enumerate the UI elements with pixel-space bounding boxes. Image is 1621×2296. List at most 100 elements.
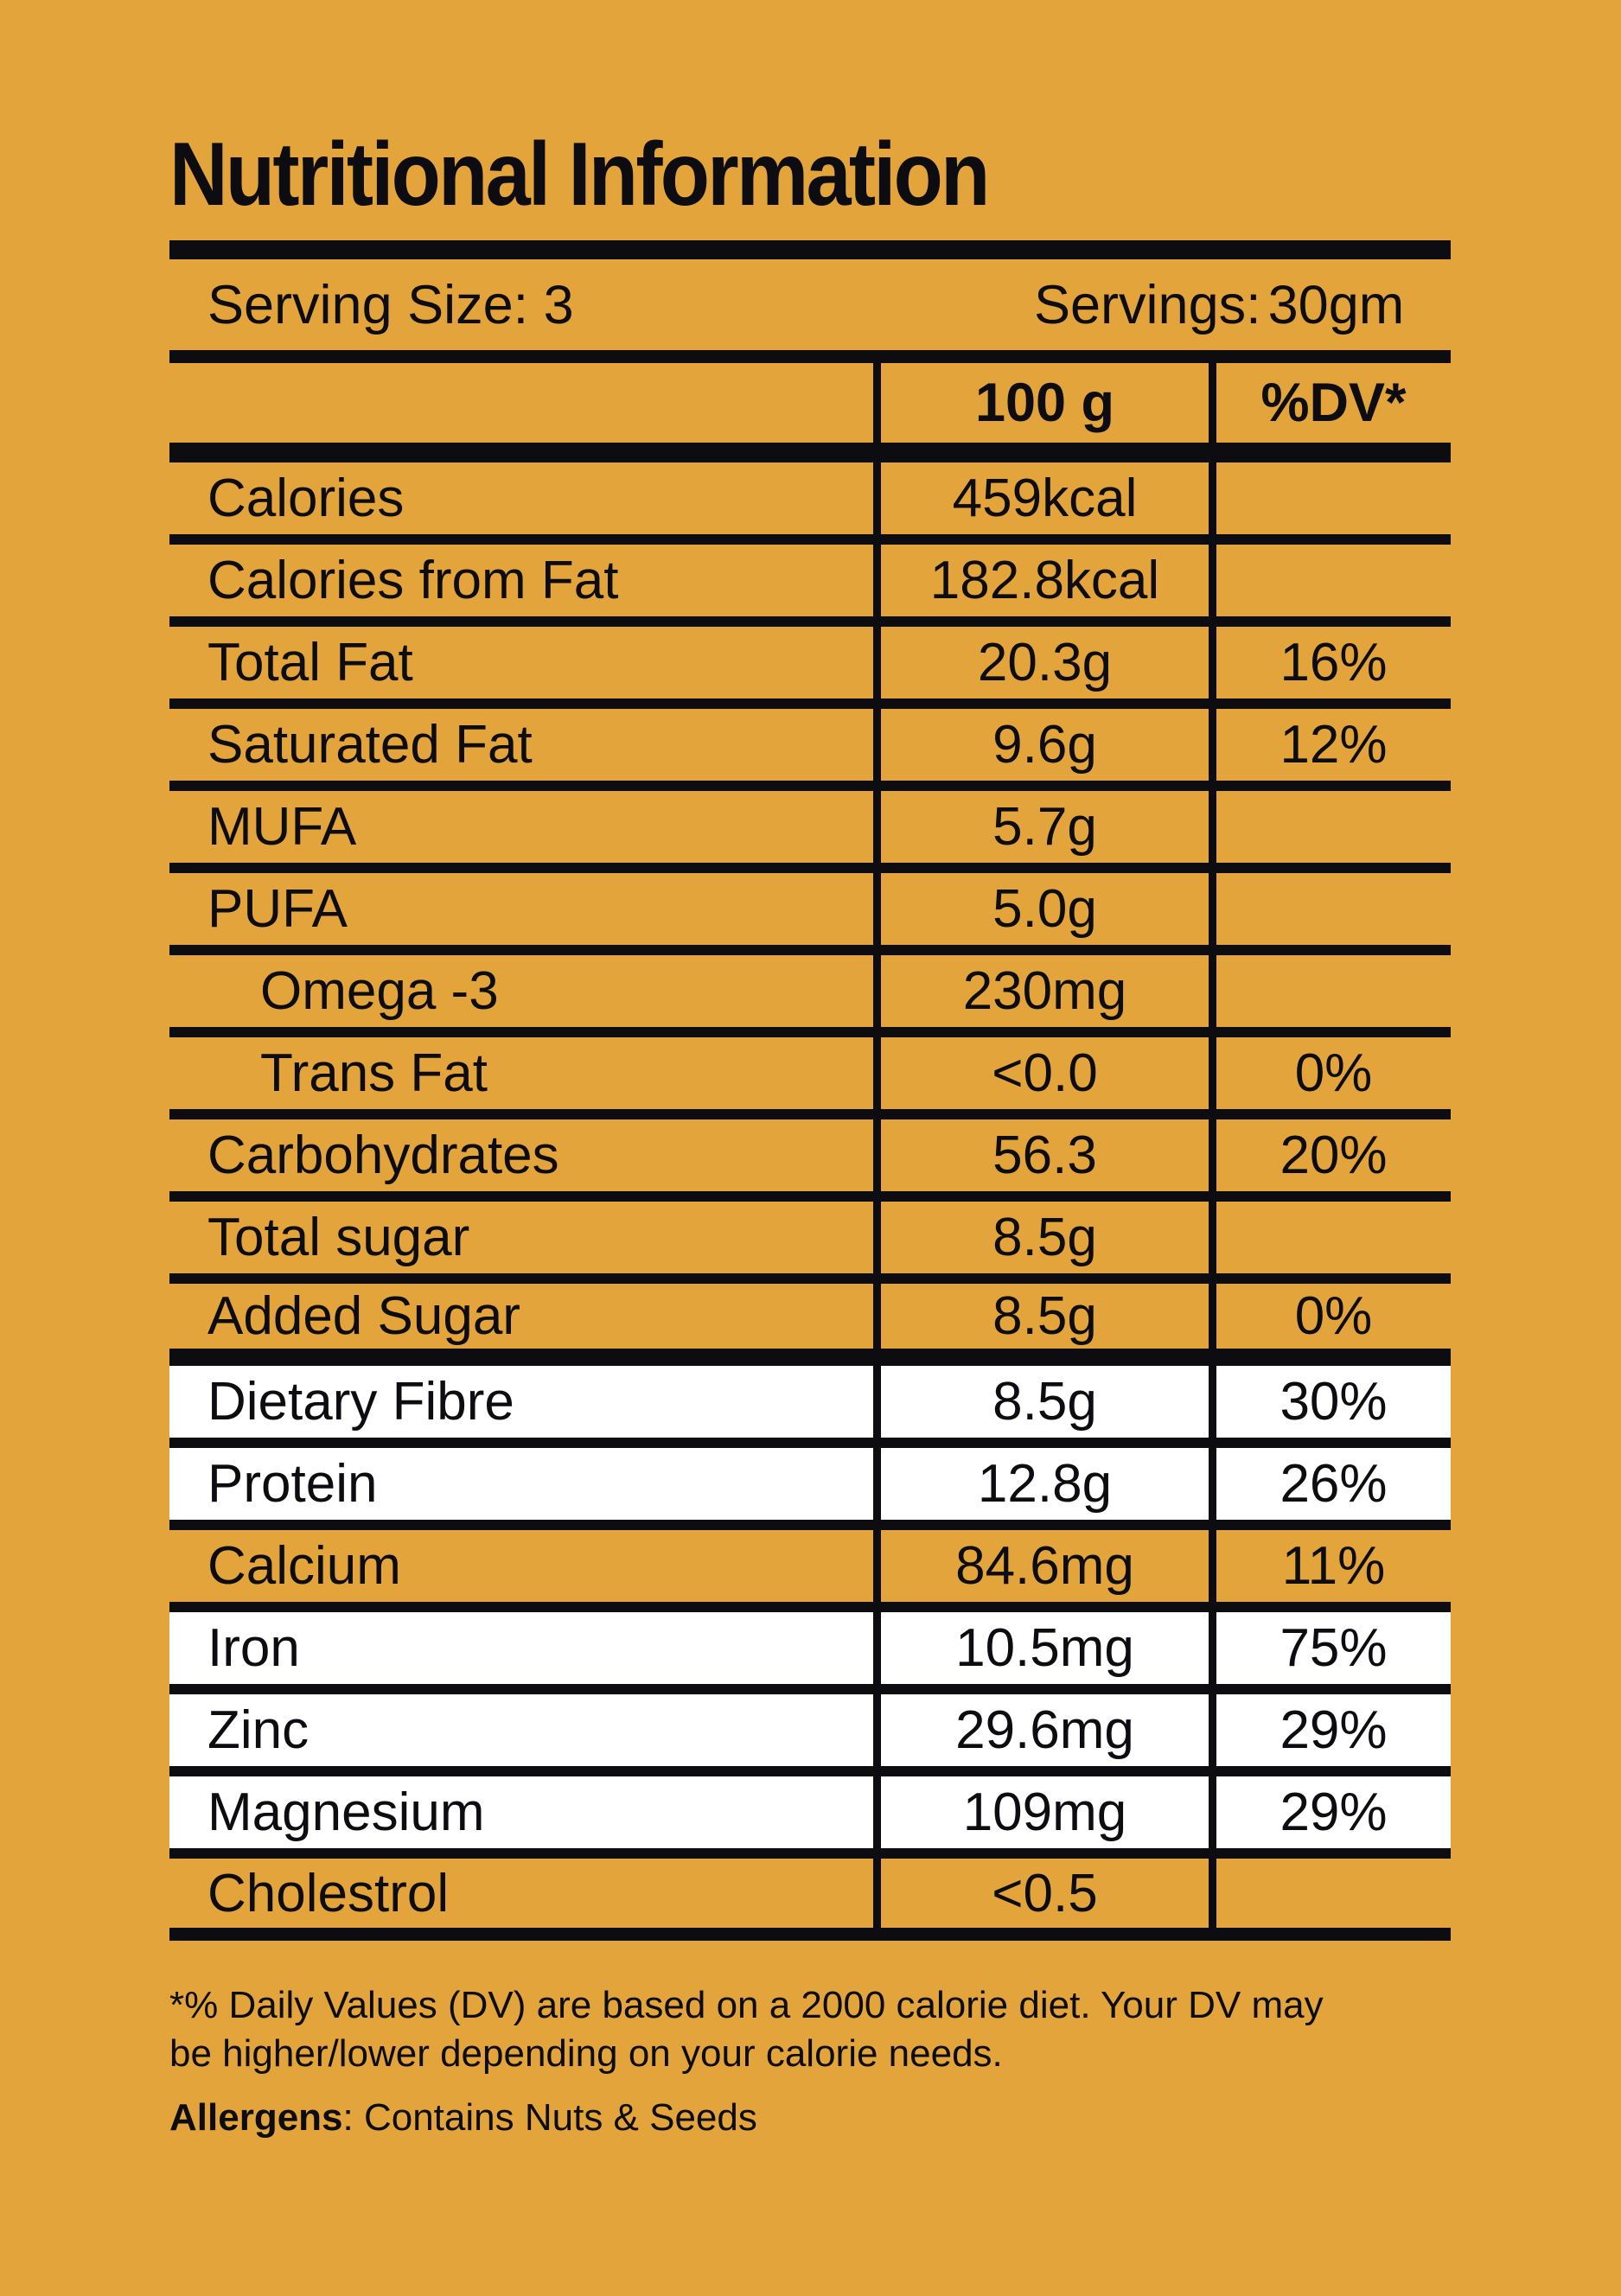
row-amount: 20.3g <box>977 633 1113 692</box>
row-label-cell: Total sugar <box>169 1202 873 1273</box>
row-dv-cell: 30% <box>1209 1366 1451 1438</box>
row-amount-cell: 12.8g <box>873 1448 1209 1520</box>
row-dv-cell <box>1209 462 1451 534</box>
servings-label: Servings: <box>1034 274 1261 335</box>
row-amount-cell: 84.6mg <box>873 1530 1209 1602</box>
header-amount-cell: 100 g <box>873 363 1209 443</box>
row-dv-cell <box>1209 873 1451 945</box>
nutrient-row: Zinc 29.6mg 29% <box>169 1694 1451 1776</box>
servings-text: Servings: 30gm <box>1034 259 1404 350</box>
row-label: Calories from Fat <box>207 551 619 610</box>
row-dv: 16% <box>1280 633 1388 692</box>
serving-size-text: Serving Size: 3 <box>207 274 574 335</box>
nutrient-row: Dietary Fibre 8.5g 30% <box>169 1366 1451 1448</box>
row-dv: 26% <box>1280 1454 1388 1514</box>
row-dv-cell <box>1209 1859 1451 1928</box>
row-amount: 8.5g <box>992 1372 1097 1432</box>
row-label: Zinc <box>207 1700 310 1760</box>
nutrient-row: Protein 12.8g 26% <box>169 1448 1451 1530</box>
row-dv: 30% <box>1280 1372 1388 1432</box>
row-amount-cell: 20.3g <box>873 627 1209 698</box>
row-dv: 12% <box>1280 715 1388 775</box>
row-dv: 29% <box>1280 1700 1388 1760</box>
row-label-cell: Carbohydrates <box>169 1119 873 1191</box>
nutrition-table: Serving Size: 3 Servings: 30gm 100 g %DV… <box>169 240 1451 1941</box>
row-label: Protein <box>207 1454 378 1514</box>
row-label-cell: Total Fat <box>169 627 873 698</box>
row-dv-cell: 29% <box>1209 1776 1451 1848</box>
row-dv-cell <box>1209 955 1451 1027</box>
row-amount: 8.5g <box>992 1286 1097 1346</box>
row-dv-cell: 20% <box>1209 1119 1451 1191</box>
nutrient-row: PUFA 5.0g <box>169 873 1451 955</box>
row-amount: 230mg <box>962 961 1127 1021</box>
row-dv-cell: 12% <box>1209 709 1451 781</box>
row-dv-cell: 11% <box>1209 1530 1451 1602</box>
row-amount-cell: 5.7g <box>873 791 1209 863</box>
footnote-line-1: *% Daily Values (DV) are based on a 2000… <box>169 1984 1324 2026</box>
row-label-cell: Magnesium <box>169 1776 873 1848</box>
row-dv: 75% <box>1280 1618 1388 1678</box>
row-label: Total sugar <box>207 1208 470 1267</box>
row-dv: 29% <box>1280 1783 1388 1842</box>
allergens-note: Allergens: Contains Nuts & Seeds <box>169 2096 757 2140</box>
amount-column-header: 100 g <box>974 373 1115 433</box>
nutrient-row: Carbohydrates 56.3 20% <box>169 1119 1451 1202</box>
nutrient-row: Added Sugar 8.5g 0% <box>169 1284 1451 1366</box>
row-label-cell: MUFA <box>169 791 873 863</box>
row-label: Omega -3 <box>260 961 499 1021</box>
row-amount: 5.0g <box>992 879 1097 939</box>
nutrient-row: Calcium 84.6mg 11% <box>169 1530 1451 1612</box>
row-dv: 0% <box>1294 1286 1373 1346</box>
row-label: PUFA <box>207 879 348 939</box>
nutrient-row: Magnesium 109mg 29% <box>169 1776 1451 1859</box>
nutrient-row: Calories from Fat 182.8kcal <box>169 545 1451 627</box>
row-dv: 11% <box>1281 1536 1386 1596</box>
dv-column-header: %DV* <box>1260 373 1407 433</box>
row-amount: 29.6mg <box>955 1700 1134 1760</box>
row-dv-cell <box>1209 1202 1451 1273</box>
row-label: Calcium <box>207 1536 401 1596</box>
title-underline-rule <box>169 240 1451 259</box>
row-amount: 109mg <box>962 1783 1127 1842</box>
row-amount-cell: <0.5 <box>873 1859 1209 1928</box>
nutrient-row: MUFA 5.7g <box>169 791 1451 873</box>
header-label-cell <box>169 363 873 443</box>
row-label-cell: Added Sugar <box>169 1284 873 1349</box>
row-label-cell: Calories <box>169 462 873 534</box>
row-label-cell: Iron <box>169 1612 873 1684</box>
row-amount-cell: 8.5g <box>873 1284 1209 1349</box>
row-amount-cell: 8.5g <box>873 1366 1209 1438</box>
nutrient-row: Total sugar 8.5g <box>169 1202 1451 1284</box>
row-label-cell: Saturated Fat <box>169 709 873 781</box>
row-amount: 10.5mg <box>955 1618 1134 1678</box>
nutrient-row: Total Fat 20.3g 16% <box>169 627 1451 709</box>
nutrient-row: Trans Fat <0.0 0% <box>169 1037 1451 1119</box>
row-amount-cell: 230mg <box>873 955 1209 1027</box>
row-amount-cell: 56.3 <box>873 1119 1209 1191</box>
header-bottom-rule <box>169 443 1451 462</box>
row-amount: 56.3 <box>992 1126 1097 1185</box>
row-amount: <0.5 <box>992 1863 1098 1923</box>
nutrient-row: Saturated Fat 9.6g 12% <box>169 709 1451 791</box>
row-dv-cell: 16% <box>1209 627 1451 698</box>
nutrient-row: Cholestrol <0.5 <box>169 1859 1451 1941</box>
row-label: Trans Fat <box>260 1043 488 1103</box>
row-dv-cell: 0% <box>1209 1284 1451 1349</box>
nutrient-row: Iron 10.5mg 75% <box>169 1612 1451 1694</box>
row-label-cell: Trans Fat <box>169 1037 873 1109</box>
allergens-label: Allergens <box>169 2096 343 2139</box>
header-dv-cell: %DV* <box>1209 363 1451 443</box>
row-label-cell: Dietary Fibre <box>169 1366 873 1438</box>
row-dv-cell <box>1209 545 1451 616</box>
row-amount-cell: 459kcal <box>873 462 1209 534</box>
row-label: Cholestrol <box>207 1863 450 1923</box>
nutrient-rows: Calories 459kcal Calories from Fat 182.8… <box>169 462 1451 1941</box>
row-label: Magnesium <box>207 1783 485 1842</box>
table-header-row: 100 g %DV* <box>169 363 1451 443</box>
row-amount: 84.6mg <box>955 1536 1134 1596</box>
row-label-cell: Calories from Fat <box>169 545 873 616</box>
row-label-cell: Zinc <box>169 1694 873 1766</box>
row-dv-cell: 0% <box>1209 1037 1451 1109</box>
allergens-text: : Contains Nuts & Seeds <box>342 2096 757 2139</box>
